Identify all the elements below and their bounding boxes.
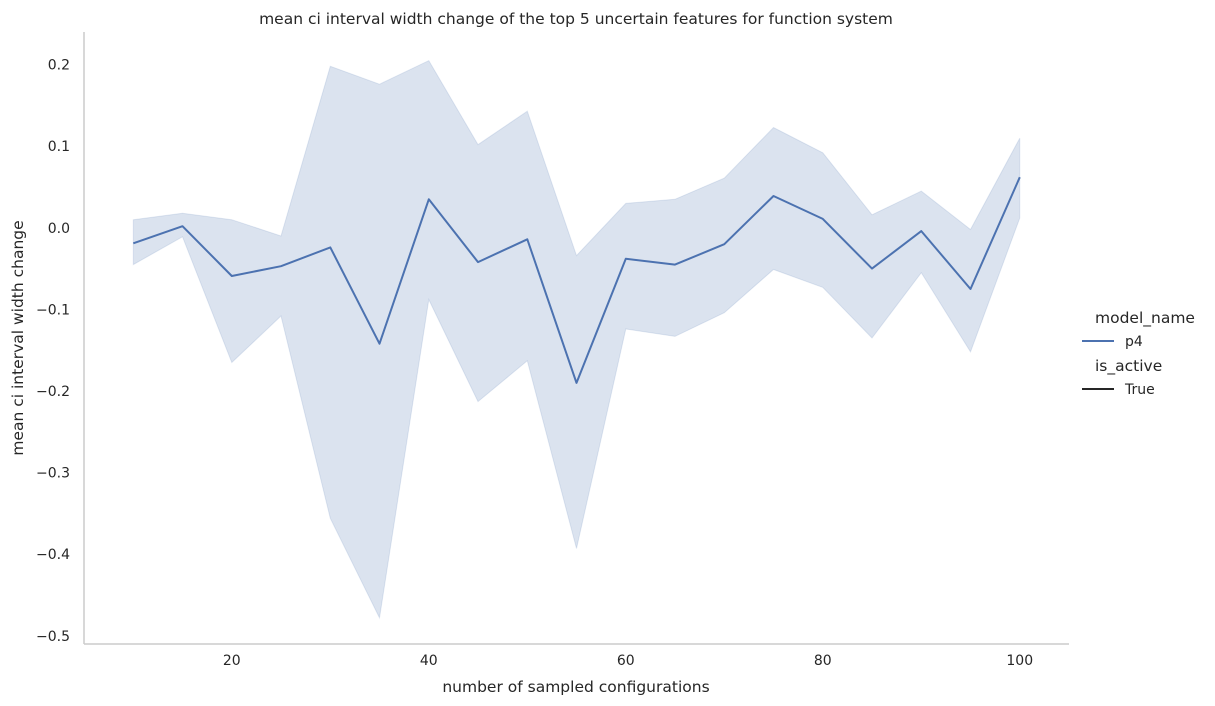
y-tick-label: −0.1 [36,302,70,318]
chart-title: mean ci interval width change of the top… [259,10,893,28]
x-axis-ticks: 20 40 60 80 100 [223,653,1033,669]
y-tick-label: 0.1 [48,139,70,155]
plot-area [132,59,1021,620]
x-tick-label: 100 [1006,653,1033,669]
y-tick-label: −0.3 [36,466,70,482]
y-tick-label: −0.5 [36,629,70,645]
x-tick-label: 20 [223,653,241,669]
legend-label-p4: p4 [1125,334,1143,350]
legend-title-is-active: is_active [1095,357,1162,376]
y-axis-ticks: 0.2 0.1 0.0 −0.1 −0.2 −0.3 −0.4 −0.5 [36,58,70,645]
x-tick-label: 40 [420,653,438,669]
y-tick-label: −0.4 [36,547,70,563]
y-axis-label: mean ci interval width change [9,220,27,455]
legend-title-model-name: model_name [1095,309,1195,328]
y-tick-label: 0.2 [48,58,70,74]
series-line-p4 [132,176,1021,384]
confidence-band-p4 [132,59,1021,620]
legend: model_name p4 is_active True [1082,309,1195,398]
legend-label-true: True [1124,382,1155,398]
y-tick-label: −0.2 [36,384,70,400]
x-tick-label: 60 [617,653,635,669]
x-tick-label: 80 [814,653,832,669]
y-tick-label: 0.0 [48,221,70,237]
x-axis-label: number of sampled configurations [442,678,709,696]
